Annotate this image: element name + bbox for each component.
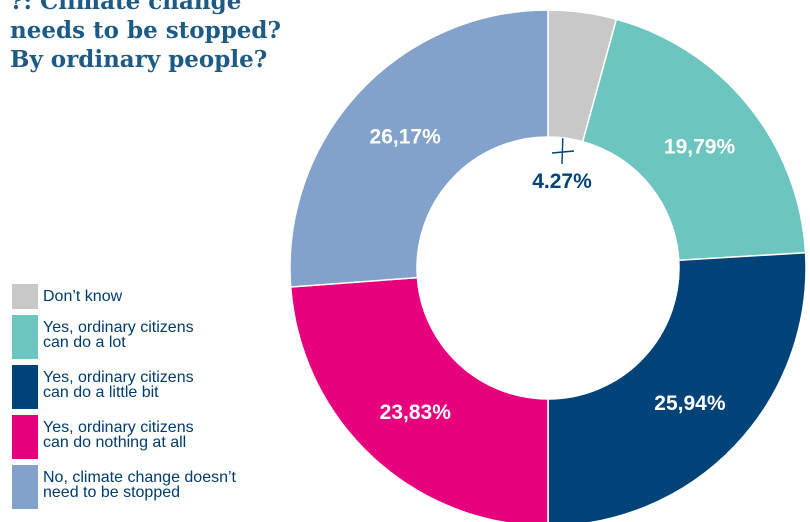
legend-swatch [12, 315, 38, 359]
slice-no-need-to-stop [289, 9, 549, 288]
leader-line-dont-know [551, 138, 575, 165]
chart-title-line-1: ?: Climate change [10, 0, 242, 15]
legend-swatch [12, 365, 38, 409]
slice-can-do-nothing [289, 276, 549, 522]
legend-label: Don’t know [43, 288, 123, 305]
legend-item-can-do-a-lot: Yes, ordinary citizens can do a lot [12, 315, 236, 359]
chart-title-line-3: By ordinary people? [10, 46, 268, 73]
legend-swatch [12, 465, 38, 509]
legend-item-can-do-a-little-bit: Yes, ordinary citizens can do a little b… [12, 365, 236, 409]
legend-item-dont-know: Don’t know [12, 284, 236, 309]
legend-swatch [12, 415, 38, 459]
slice-can-do-a-lot [581, 18, 807, 262]
legend-label: Yes, ordinary citizens can do a lot [43, 319, 194, 351]
data-label-can-do-a-lot: 19,79% [664, 135, 736, 158]
data-label-dont-know: 4.27% [532, 170, 592, 193]
data-label-no-need-to-stop: 26,17% [370, 125, 442, 148]
legend-label: Yes, ordinary citizens can do a little b… [43, 369, 194, 401]
legend-item-no-need-to-stop: No, climate change doesn’t need to be st… [12, 465, 236, 509]
slice-can-do-a-little-bit [547, 251, 807, 522]
data-label-can-do-a-little-bit: 25,94% [654, 392, 726, 415]
legend-label: Yes, ordinary citizens can do nothing at… [43, 419, 194, 451]
data-label-can-do-nothing: 23,83% [380, 401, 452, 424]
legend-label: No, climate change doesn’t need to be st… [43, 469, 236, 501]
chart-title-line-2: needs to be stopped? [10, 17, 281, 44]
chart-legend: Don’t know Yes, ordinary citizens can do… [12, 284, 236, 515]
legend-item-can-do-nothing: Yes, ordinary citizens can do nothing at… [12, 415, 236, 459]
chart-title: ?: Climate change needs to be stopped? B… [10, 0, 281, 74]
legend-swatch [12, 284, 38, 309]
